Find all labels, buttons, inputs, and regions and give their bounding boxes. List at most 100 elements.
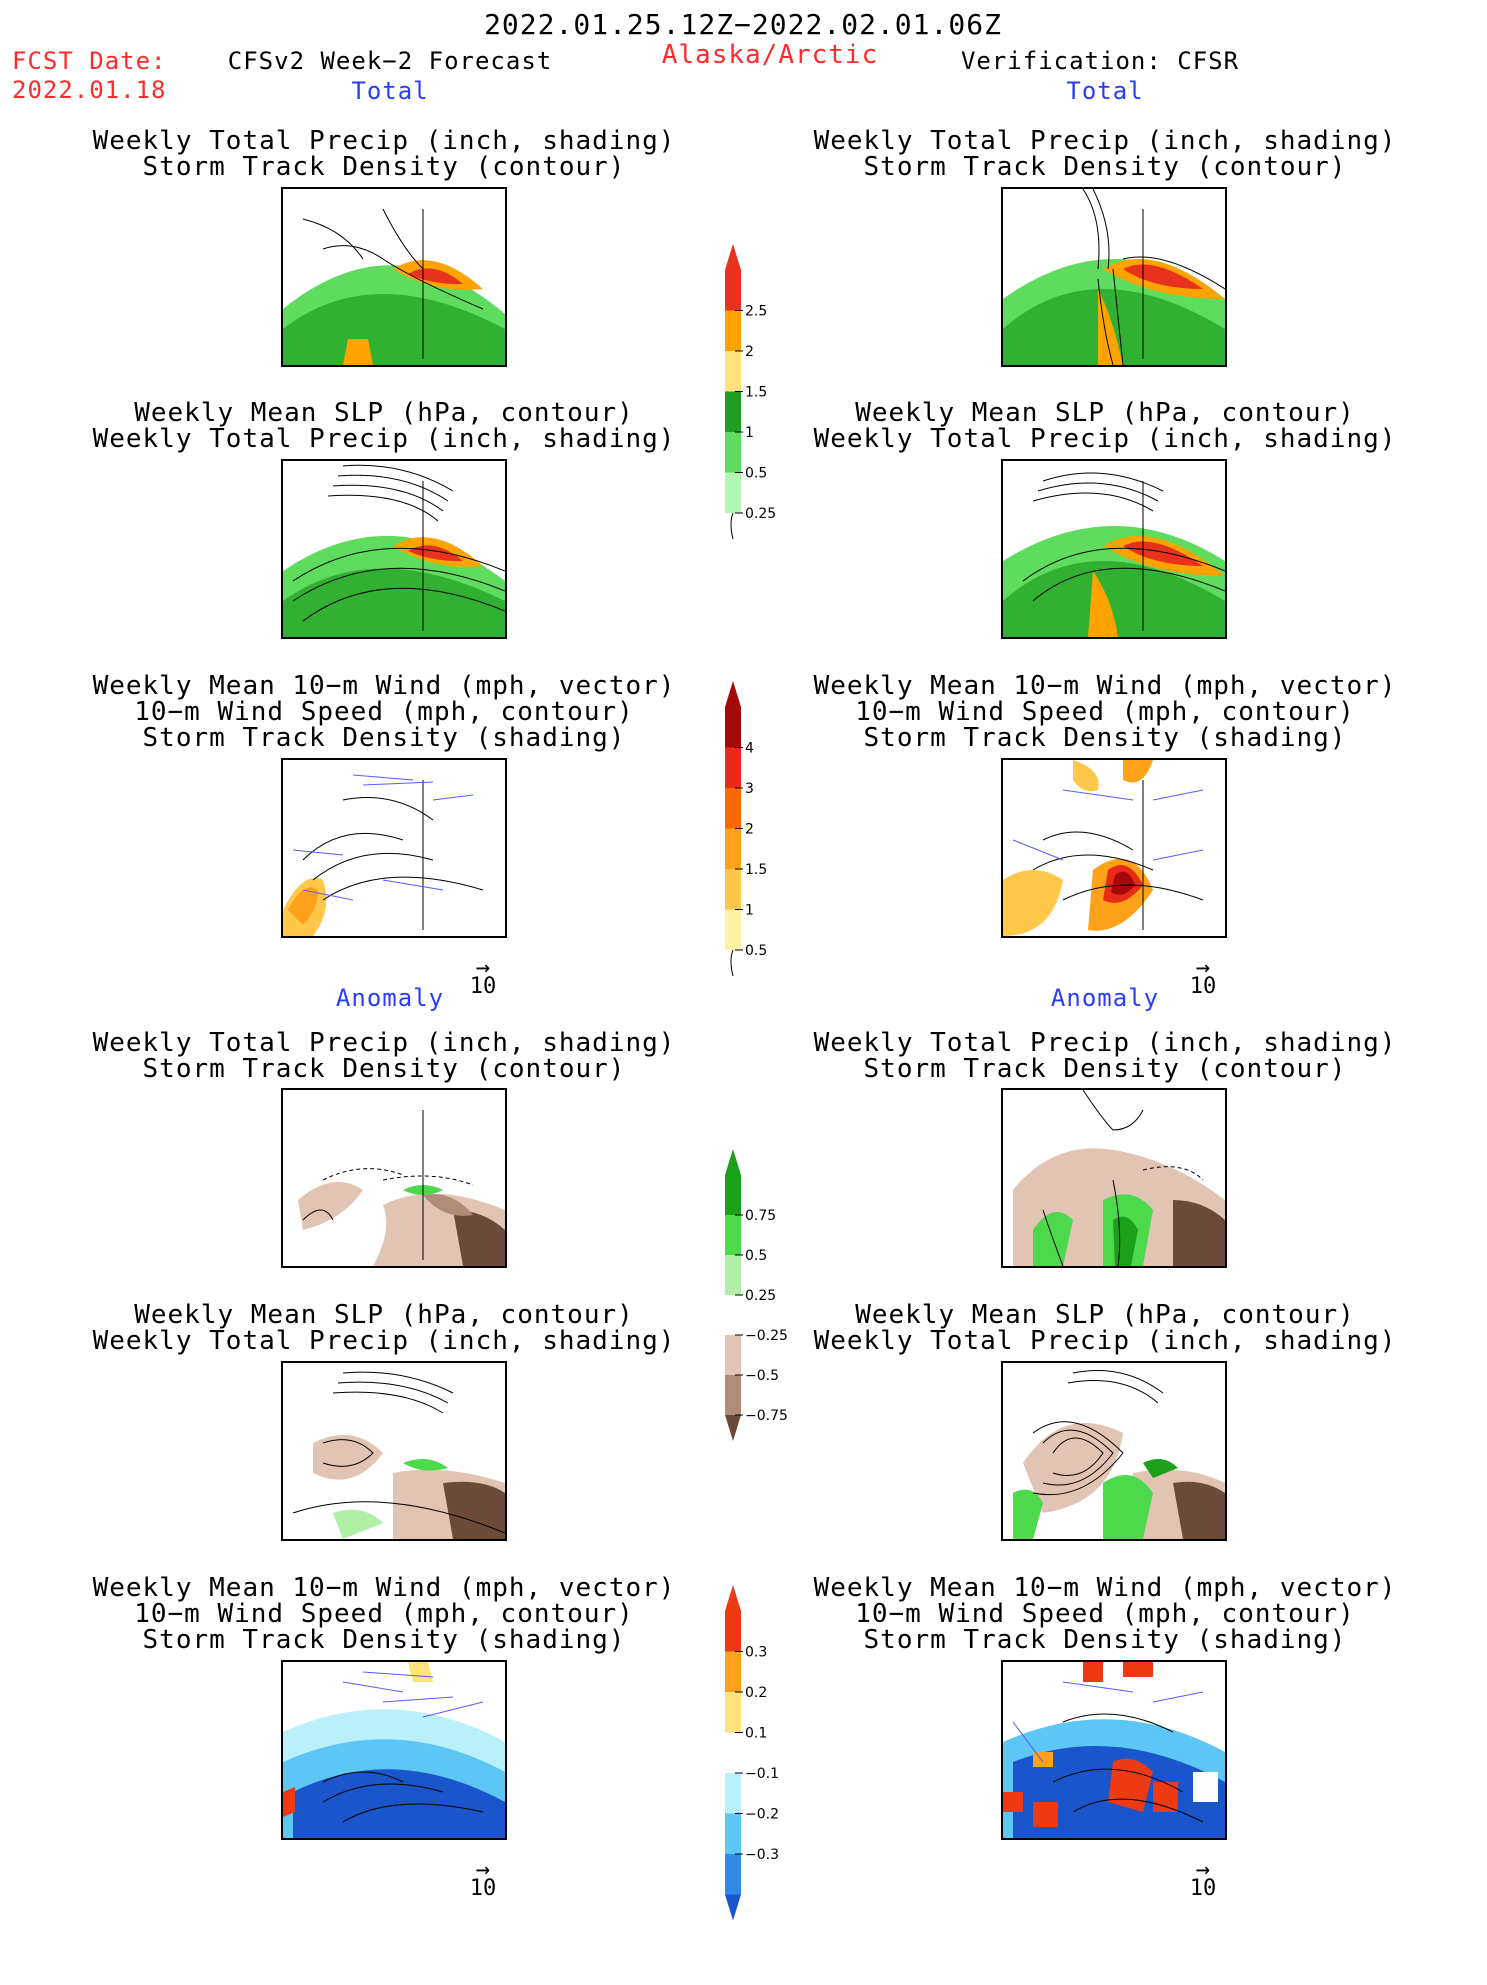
map-verif-precip-anomaly bbox=[1001, 1088, 1227, 1268]
map-forecast-slp-total bbox=[281, 459, 507, 639]
vector-arrow-icon: → bbox=[475, 953, 491, 981]
colorbar-segment bbox=[725, 1611, 741, 1652]
panel-title-r6: Weekly Mean 10−m Wind (mph, vector) 10−m… bbox=[814, 1575, 1397, 1653]
colorbar-tick-label: 0.1 bbox=[745, 1726, 767, 1742]
colorbar-tick-label: −0.5 bbox=[745, 1368, 779, 1384]
title-line: Storm Track Density (shading) bbox=[863, 723, 1347, 753]
colorbar-top-arrow bbox=[725, 1585, 741, 1611]
colorbar-segment bbox=[725, 1692, 741, 1733]
colorbar-tick-label: 0.25 bbox=[745, 1288, 776, 1304]
colorbar-tick-label: 0.3 bbox=[745, 1645, 767, 1661]
colorbar-tick-label: 1.5 bbox=[745, 385, 767, 401]
colorbar-graphic: 2.5 2 1.5 1 0.5 0.25 bbox=[725, 244, 776, 540]
panel-title-l2: Weekly Mean SLP (hPa, contour) Weekly To… bbox=[93, 400, 676, 452]
map-forecast-wind-anomaly bbox=[281, 1660, 507, 1840]
vector-reference-l3: → 10 bbox=[470, 953, 497, 998]
colorbar-tick-label: 2 bbox=[745, 344, 754, 360]
title-line: Weekly Mean 10−m Wind (mph, vector) bbox=[92, 1573, 676, 1603]
colorbar-segment bbox=[725, 1813, 741, 1854]
colorbar-tick-label: −0.1 bbox=[745, 1766, 779, 1782]
map-verif-slp-total bbox=[1001, 459, 1227, 639]
colorbar-bottom-arrow bbox=[725, 1894, 741, 1921]
colorbar-segment bbox=[725, 1175, 741, 1215]
map-forecast-slp-anomaly bbox=[281, 1361, 507, 1541]
title-line: Weekly Mean 10−m Wind (mph, vector) bbox=[813, 671, 1397, 701]
colorbar-segment bbox=[725, 1255, 741, 1295]
section-anomaly-left: Anomaly bbox=[335, 984, 445, 1012]
title-line: Storm Track Density (contour) bbox=[142, 1054, 626, 1084]
title-line: Storm Track Density (contour) bbox=[142, 152, 626, 182]
vector-reference-value: 10 bbox=[1189, 1876, 1217, 1901]
panel-title-r3: Weekly Mean 10−m Wind (mph, vector) 10−m… bbox=[814, 673, 1397, 751]
section-total-right: Total bbox=[1066, 77, 1144, 105]
colorbar-segment bbox=[725, 747, 741, 788]
colorbar-segment bbox=[725, 270, 741, 311]
title-line: Weekly Total Precip (inch, shading) bbox=[813, 1028, 1397, 1058]
title-line: Weekly Total Precip (inch, shading) bbox=[92, 126, 676, 156]
fcst-date-value: 2022.01.18 bbox=[12, 76, 167, 104]
colorbar-tick-label: −0.75 bbox=[745, 1408, 788, 1424]
title-line: Weekly Mean SLP (hPa, contour) bbox=[855, 1300, 1355, 1330]
colorbar-segment bbox=[725, 909, 741, 950]
title-line: 10−m Wind Speed (mph, contour) bbox=[134, 1599, 634, 1629]
title-line: Storm Track Density (shading) bbox=[863, 1625, 1347, 1655]
title-line: Storm Track Density (contour) bbox=[863, 1054, 1347, 1084]
colorbar-tick-label: 0.2 bbox=[745, 1685, 767, 1701]
title-line: 10−m Wind Speed (mph, contour) bbox=[855, 1599, 1355, 1629]
map-forecast-wind-total bbox=[281, 758, 507, 938]
colorbar-graphic: 4 3 2 1.5 1 0.5 bbox=[725, 681, 767, 977]
colorbar-top-arrow bbox=[725, 681, 741, 707]
panel-title-r5: Weekly Mean SLP (hPa, contour) Weekly To… bbox=[814, 1302, 1397, 1354]
colorbar-segment bbox=[725, 788, 741, 829]
colorbar-segment bbox=[725, 1732, 741, 1773]
fcst-date-label: FCST Date: bbox=[12, 47, 167, 75]
map-verif-precip-total bbox=[1001, 187, 1227, 367]
panel-title-l3: Weekly Mean 10−m Wind (mph, vector) 10−m… bbox=[93, 673, 676, 751]
vector-arrow-icon: → bbox=[1195, 1855, 1211, 1883]
colorbar-graphic: 0.75 0.5 0.25 −0.25 −0.5 −0.75 bbox=[725, 1149, 788, 1441]
colorbar-graphic: 0.3 0.2 0.1 −0.1 −0.2 −0.3 bbox=[725, 1585, 779, 1921]
section-total-left: Total bbox=[351, 77, 429, 105]
colorbar-tick-label: 2.5 bbox=[745, 304, 767, 320]
colorbar-tick-label: −0.2 bbox=[745, 1807, 779, 1823]
vector-reference-value: 10 bbox=[1189, 974, 1217, 999]
colorbar-segment bbox=[725, 1215, 741, 1255]
colorbar-top-arrow bbox=[725, 1149, 741, 1175]
vector-arrow-icon: → bbox=[1195, 953, 1211, 981]
colorbar-segment bbox=[725, 1295, 741, 1335]
title-line: Weekly Mean SLP (hPa, contour) bbox=[134, 398, 634, 428]
colorbar-tail bbox=[730, 512, 734, 540]
title-line: Weekly Total Precip (inch, shading) bbox=[813, 1326, 1397, 1356]
title-line: Weekly Total Precip (inch, shading) bbox=[813, 126, 1397, 156]
panel-title-r1: Weekly Total Precip (inch, shading) Stor… bbox=[814, 128, 1397, 180]
colorbar-tick-label: 0.5 bbox=[745, 466, 767, 482]
section-anomaly-right: Anomaly bbox=[1050, 984, 1160, 1012]
colorbar-tick-label: 3 bbox=[745, 781, 754, 797]
title-line: Weekly Total Precip (inch, shading) bbox=[813, 424, 1397, 454]
title-line: Weekly Mean SLP (hPa, contour) bbox=[134, 1300, 634, 1330]
colorbar-tick-label: 0.25 bbox=[745, 506, 776, 522]
title-line: Storm Track Density (contour) bbox=[863, 152, 1347, 182]
colorbar-tick-label: 0.75 bbox=[745, 1208, 776, 1224]
panel-title-r2: Weekly Mean SLP (hPa, contour) Weekly To… bbox=[814, 400, 1397, 452]
panel-title-l4: Weekly Total Precip (inch, shading) Stor… bbox=[93, 1030, 676, 1082]
title-line: Storm Track Density (shading) bbox=[142, 1625, 626, 1655]
vector-arrow-icon: → bbox=[475, 1855, 491, 1883]
colorbar-segment bbox=[725, 1335, 741, 1375]
colorbar-tick-label: 1.5 bbox=[745, 862, 767, 878]
colorbar-segment bbox=[725, 432, 741, 473]
title-line: Weekly Total Precip (inch, shading) bbox=[92, 424, 676, 454]
title-line: 10−m Wind Speed (mph, contour) bbox=[134, 697, 634, 727]
colorbar-tick-label: 0.5 bbox=[745, 1248, 767, 1264]
map-verif-slp-anomaly bbox=[1001, 1361, 1227, 1541]
title-line: 10−m Wind Speed (mph, contour) bbox=[855, 697, 1355, 727]
title-line: Weekly Mean 10−m Wind (mph, vector) bbox=[92, 671, 676, 701]
panel-title-l5: Weekly Mean SLP (hPa, contour) Weekly To… bbox=[93, 1302, 676, 1354]
vector-reference-r6: → 10 bbox=[1189, 1855, 1217, 1901]
period-title: 2022.01.25.12Z−2022.02.01.06Z bbox=[484, 8, 1002, 41]
colorbar-tick-label: −0.3 bbox=[745, 1847, 779, 1863]
panel-title-r4: Weekly Total Precip (inch, shading) Stor… bbox=[814, 1030, 1397, 1082]
colorbar-segment bbox=[725, 869, 741, 910]
vector-reference-value: 10 bbox=[469, 1876, 497, 1901]
colorbar-segment bbox=[725, 391, 741, 432]
